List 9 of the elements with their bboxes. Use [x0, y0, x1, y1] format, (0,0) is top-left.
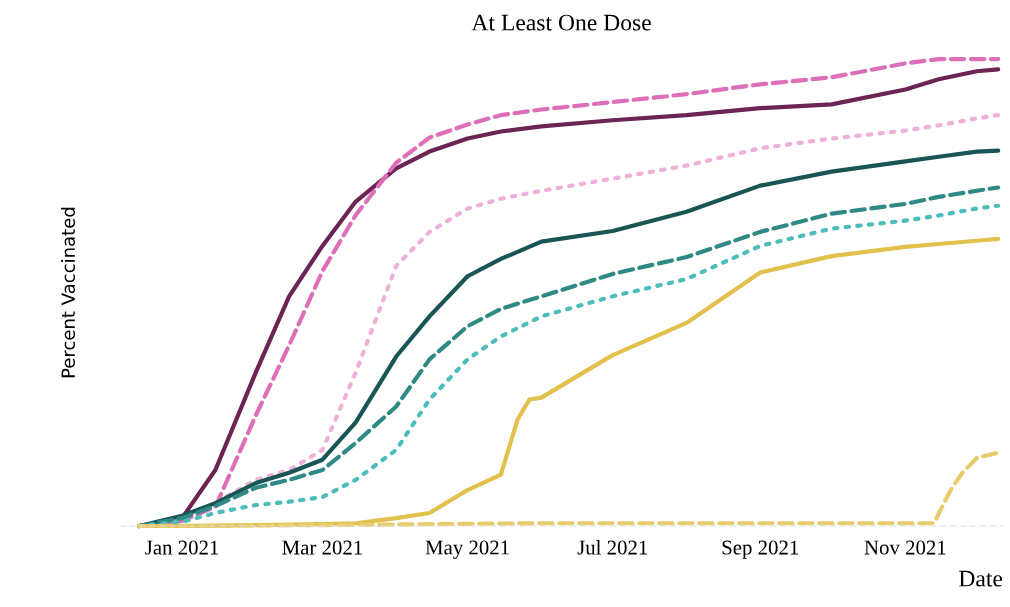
x-tick-label: May 2021: [425, 540, 509, 559]
x-tick-label: Sep 2021: [722, 540, 799, 559]
x-tick-label: Jul 2021: [577, 539, 648, 555]
x-tick-label: Jan 2021: [145, 540, 219, 555]
chart-title: At Least One Dose: [471, 14, 651, 31]
y-axis-title: Percent Vaccinated: [61, 207, 76, 378]
x-axis-title: Date: [959, 570, 1003, 587]
x-tick-label: Mar 2021: [282, 540, 362, 555]
x-tick-label: Nov 2021: [864, 540, 946, 555]
